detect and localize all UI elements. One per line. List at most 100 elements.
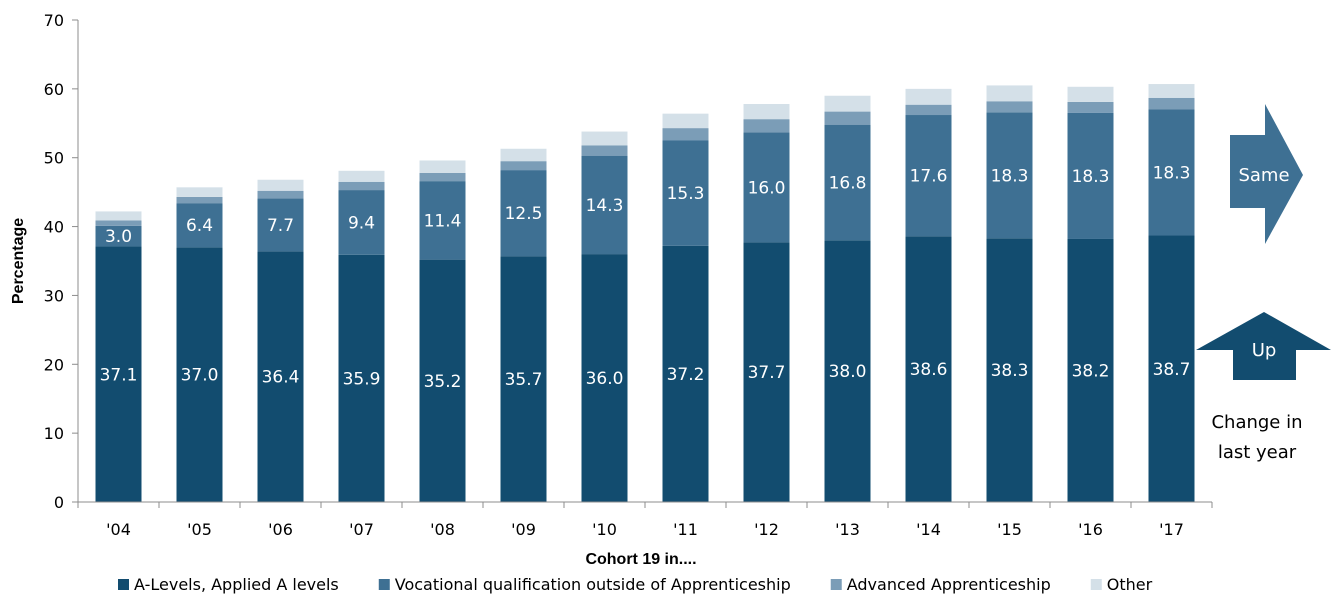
bar-segment-s0-6 — [581, 254, 628, 502]
data-label-s1-8: 16.0 — [748, 178, 786, 198]
data-label-s1-3: 9.4 — [348, 213, 375, 233]
bar-segment-s0-5 — [500, 256, 547, 502]
y-tick-label-4: 40 — [44, 218, 64, 237]
same-arrow: Same — [1230, 104, 1303, 244]
bar-segment-s3-4 — [419, 160, 466, 173]
legend-label-1: Vocational qualification outside of Appr… — [395, 575, 791, 594]
x-tick-label-6: '10 — [592, 520, 617, 539]
data-label-s0-2: 36.4 — [262, 368, 300, 388]
x-tick-label-5: '09 — [511, 520, 536, 539]
data-label-s1-2: 7.7 — [267, 216, 294, 236]
bar-segment-s1-6 — [581, 155, 628, 255]
bar-segment-s2-8 — [743, 119, 790, 133]
y-tick-label-5: 50 — [44, 149, 64, 168]
x-axis-title: Cohort 19 in.... — [585, 551, 696, 568]
up-arrow: Up — [1196, 312, 1331, 380]
data-label-s1-1: 6.4 — [186, 216, 213, 236]
bar-segment-s3-7 — [662, 113, 709, 129]
bar-segment-s2-0 — [95, 220, 142, 226]
data-label-s0-6: 36.0 — [586, 369, 624, 389]
up-arrow-icon — [1196, 312, 1331, 380]
x-tick-label-7: '11 — [673, 520, 698, 539]
bar-segment-s3-3 — [338, 170, 385, 182]
bar-segment-s3-12 — [1067, 86, 1114, 102]
bar-segment-s2-3 — [338, 181, 385, 191]
bar-segment-s1-7 — [662, 140, 709, 246]
data-label-s0-12: 38.2 — [1072, 361, 1110, 381]
bar-segment-s2-1 — [176, 196, 223, 204]
data-label-s1-9: 16.8 — [829, 174, 867, 194]
bar-segment-s1-13 — [1148, 109, 1195, 236]
data-label-s1-7: 15.3 — [667, 184, 705, 204]
bar-segment-s1-11 — [986, 112, 1033, 239]
bar-segment-s2-6 — [581, 145, 628, 156]
bar-segment-s3-6 — [581, 131, 628, 146]
data-label-s0-11: 38.3 — [991, 361, 1029, 381]
y-tick-label-0: 0 — [54, 493, 64, 512]
x-tick-label-8: '12 — [754, 520, 779, 539]
x-tick-label-4: '08 — [430, 520, 455, 539]
bars-layer — [95, 84, 1195, 502]
bar-segment-s0-4 — [419, 259, 466, 502]
y-tick-label-2: 20 — [44, 355, 64, 374]
bar-segment-s3-13 — [1148, 84, 1195, 98]
bar-segment-s0-10 — [905, 236, 952, 502]
bar-segment-s1-12 — [1067, 112, 1114, 239]
data-label-s0-9: 38.0 — [829, 362, 867, 382]
x-axis-ticks: '04 '05 '06 '07 '08 '09 '10 '11 '12 '13 '14 '15 '16 '… — [77, 502, 1213, 539]
y-axis-title: Percentage — [10, 218, 27, 304]
bar-segment-s0-9 — [824, 240, 871, 502]
x-tick-label-12: '16 — [1078, 520, 1103, 539]
data-label-s0-1: 37.0 — [181, 366, 219, 386]
x-tick-label-1: '05 — [187, 520, 212, 539]
legend: A-Levels, Applied A levels Vocational qua… — [118, 575, 1153, 594]
x-tick-label-13: '17 — [1159, 520, 1184, 539]
bar-segment-s1-3 — [338, 190, 385, 255]
bar-segment-s0-13 — [1148, 235, 1195, 502]
y-axis-ticks: 0 10 20 30 40 50 60 70 — [44, 11, 78, 512]
bar-segment-s0-7 — [662, 245, 709, 502]
change-note-line-2: last year — [1218, 442, 1297, 463]
data-label-s1-0: 3.0 — [105, 227, 132, 247]
x-tick-label-9: '13 — [835, 520, 860, 539]
bar-segment-s2-2 — [257, 190, 304, 199]
data-label-s0-3: 35.9 — [343, 369, 381, 389]
bar-segment-s0-0 — [95, 246, 142, 502]
bar-segment-s0-8 — [743, 242, 790, 502]
legend-swatch-1 — [378, 579, 390, 590]
y-tick-label-7: 70 — [44, 11, 64, 30]
legend-swatch-3 — [1090, 579, 1102, 590]
same-arrow-label: Same — [1238, 165, 1289, 186]
bar-segment-s3-1 — [176, 187, 223, 197]
legend-label-0: A-Levels, Applied A levels — [134, 575, 339, 594]
bar-segment-s0-12 — [1067, 238, 1114, 502]
legend-swatch-0 — [118, 579, 129, 590]
data-label-s1-10: 17.6 — [910, 167, 948, 187]
bar-segment-s3-2 — [257, 179, 304, 191]
data-label-s0-13: 38.7 — [1153, 360, 1191, 380]
bar-segment-s1-9 — [824, 124, 871, 241]
y-tick-label-6: 60 — [44, 80, 64, 99]
data-label-s0-0: 37.1 — [100, 365, 138, 385]
legend-label-3: Other — [1107, 575, 1153, 594]
bar-segment-s2-12 — [1067, 101, 1114, 113]
x-tick-label-2: '06 — [268, 520, 293, 539]
bar-segment-s1-8 — [743, 132, 790, 243]
change-note-line-1: Change in — [1211, 412, 1302, 433]
bar-segment-s1-5 — [500, 170, 547, 257]
data-label-s1-6: 14.3 — [586, 196, 624, 216]
data-label-s0-8: 37.7 — [748, 363, 786, 383]
bar-segment-s1-10 — [905, 115, 952, 237]
bar-segment-s1-0 — [95, 225, 142, 247]
bar-segment-s0-2 — [257, 251, 304, 502]
data-label-s1-5: 12.5 — [505, 204, 543, 224]
bar-segment-s0-11 — [986, 238, 1033, 502]
data-label-s0-10: 38.6 — [910, 360, 948, 380]
bar-segment-s1-1 — [176, 203, 223, 248]
bar-segment-s2-7 — [662, 128, 709, 141]
data-label-s1-13: 18.3 — [1153, 164, 1191, 184]
x-tick-label-11: '15 — [997, 520, 1022, 539]
legend-swatch-2 — [830, 579, 842, 590]
